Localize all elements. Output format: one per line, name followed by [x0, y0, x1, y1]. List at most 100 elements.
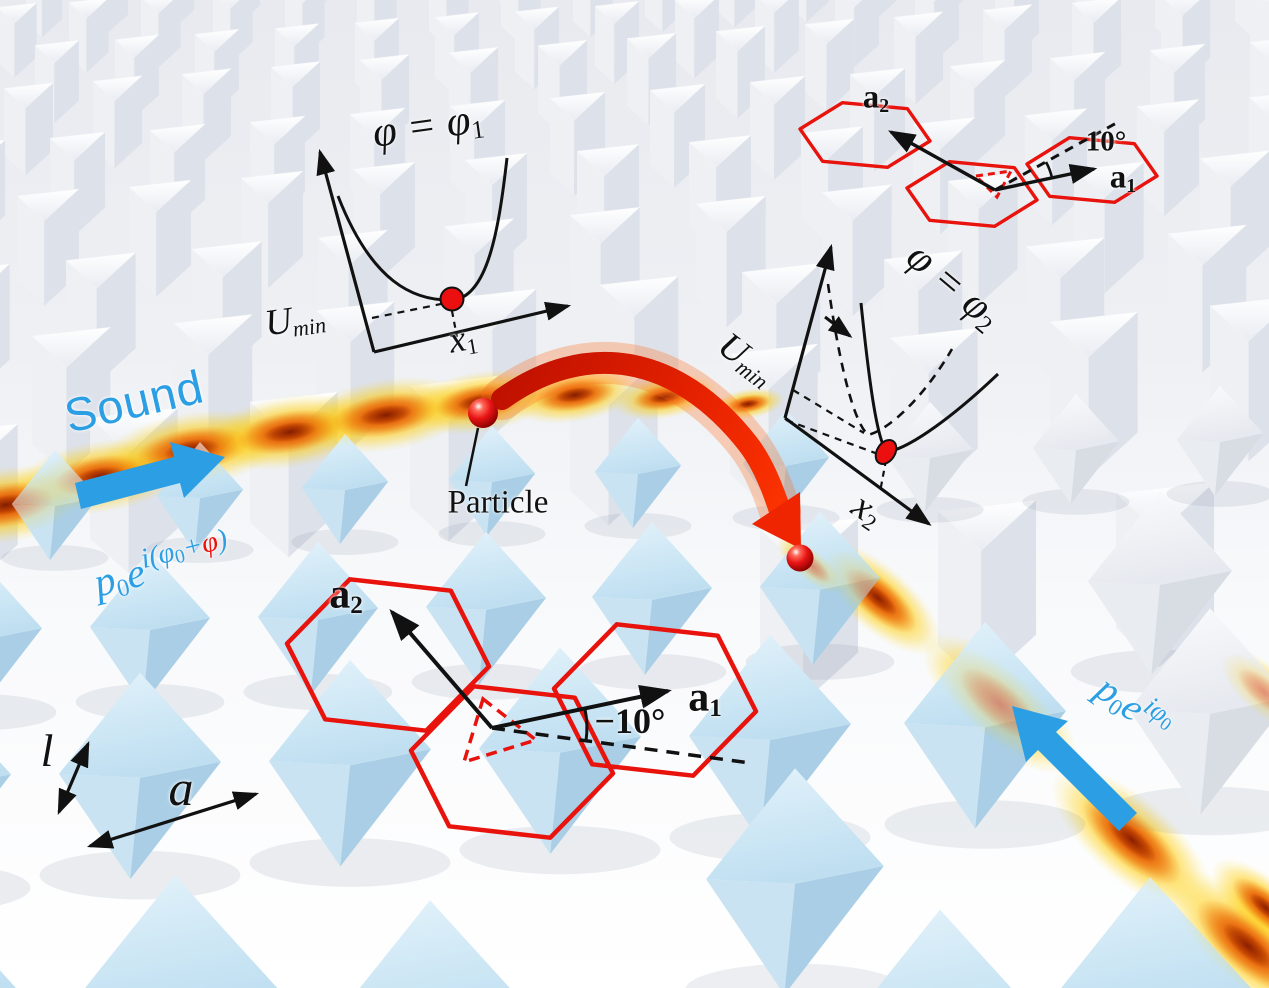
particle-sphere-2: [786, 544, 814, 572]
dimension-arrows: [57, 741, 260, 849]
vector-a1-label-center: a1: [688, 677, 722, 722]
lattice-pyramid: [85, 875, 278, 988]
inset-potential-2: [783, 243, 1000, 526]
inset1-u-sub: min: [291, 312, 328, 342]
inset2-x-axis: [784, 416, 932, 526]
dim-l-arrow: [57, 741, 90, 815]
hop-arrow-head: [752, 492, 801, 549]
gray-pillar: [92, 75, 143, 169]
formula-exp-open: i(φ: [137, 535, 178, 576]
hexagon-lattice-outline-top: [798, 100, 1159, 229]
inset1-eq: =: [403, 101, 440, 152]
gray-pillar: [1136, 99, 1200, 217]
vector-a1-arrow: [491, 685, 672, 730]
a2c-base: a: [329, 571, 351, 618]
inset1-minimum-dot: [439, 286, 465, 312]
vector-a1-label-top: a1: [1110, 161, 1136, 196]
hexagon-cell: [284, 577, 492, 733]
lattice-pyramid: [0, 581, 57, 730]
lattice-pyramid: [1166, 385, 1269, 507]
lattice-pyramid: [577, 521, 727, 690]
beam-hotspot: [824, 549, 932, 647]
hexagon-cell: [551, 622, 759, 778]
angle-label-center: −10°: [594, 701, 666, 741]
inset1-umin-label: Umin: [262, 297, 328, 345]
a1c-sub: 1: [709, 695, 722, 723]
inset1-u: U: [262, 300, 295, 345]
hexagon-lattice-outline: [284, 577, 759, 840]
gray-pillar: [0, 2, 38, 78]
lattice-pyramid: [243, 541, 393, 710]
unit-cell-overlay-center: [284, 577, 759, 840]
reference-dashed-line-top: [994, 119, 1121, 192]
angle-arc: [583, 708, 589, 742]
vector-a2-label-center: a2: [329, 574, 363, 619]
dim-a-arrow: [86, 791, 260, 849]
a2t-base: a: [862, 79, 880, 116]
lattice-pyramid: [0, 970, 16, 988]
sound-arrow-right: [1012, 706, 1137, 831]
gray-pillar: [68, 0, 109, 73]
gray-pillar: [804, 18, 855, 112]
lattice-pyramid: [359, 900, 510, 988]
inset2-guide-2: [785, 418, 879, 456]
a2c-sub: 2: [350, 592, 363, 620]
lattice-pyramid: [411, 531, 561, 700]
beam-hotspot: [1176, 880, 1269, 988]
particle-label: Particle: [447, 484, 549, 521]
lattice-pyramid: [249, 660, 451, 887]
lattice-pyramid: [877, 909, 1012, 988]
lattice-pyramid: [1022, 393, 1130, 515]
angle-arc-top: [1044, 161, 1054, 179]
beam-hotspot: [1219, 865, 1269, 951]
inset2-minimum-dot: [874, 438, 898, 466]
particle-pointer-line: [464, 427, 480, 487]
inset2-y-axis: [783, 243, 835, 419]
particle-transport: [464, 341, 814, 572]
inset2-guide-3: [878, 459, 888, 493]
gray-pillar: [821, 184, 893, 316]
hexagon-cell: [1025, 135, 1159, 205]
inset1-y-axis: [316, 148, 376, 353]
gray-pillar: [3, 82, 54, 176]
gray-pillar: [0, 139, 6, 221]
inset1-phi1: φ: [443, 96, 474, 147]
inset2-guide-1: [792, 389, 865, 434]
vector-a2-label-top: a2: [863, 81, 889, 116]
blue-pyramid-field: [0, 385, 1269, 988]
vector-a2-arrow-top: [888, 130, 996, 192]
lattice-pyramid: [0, 762, 31, 906]
hexagon-cell: [798, 100, 932, 170]
sound-arrow-left: [75, 442, 225, 509]
lattice-pyramid: [1061, 877, 1251, 988]
a1t-base: a: [1109, 159, 1127, 196]
lattice-pyramid: [39, 672, 241, 900]
gray-pillar: [0, 263, 11, 369]
inset1-x-axis: [373, 301, 572, 354]
dim-l-label: l: [40, 725, 54, 776]
a1c-base: a: [688, 674, 710, 721]
hop-arrow-shaft: [491, 351, 791, 522]
vector-a1-arrow-top: [994, 163, 1098, 192]
lattice-pyramid: [584, 417, 692, 539]
a1t-sub: 1: [1126, 174, 1137, 197]
gray-pillar: [128, 179, 192, 297]
dim-a-label: a: [168, 760, 194, 816]
a2t-sub: 2: [879, 94, 890, 117]
angle-label-top: 10°: [1085, 125, 1127, 158]
incident-sound-arrows: [75, 442, 1137, 831]
vector-a2-arrow: [389, 608, 494, 730]
lattice-pyramid: [685, 768, 905, 988]
hexagon-cell: [905, 159, 1039, 229]
hexagon-cell: [408, 684, 616, 840]
particle-sphere-1: [468, 398, 498, 428]
inset2-potential-curve-old: [826, 283, 954, 437]
inset2-shift-arrow: [824, 315, 853, 338]
inset-potential-1: [316, 148, 572, 354]
inset1-x-guide: [450, 310, 459, 338]
gray-pillar: [674, 0, 719, 79]
dashed-triangle-marker-top: [972, 169, 1014, 200]
inset1-phi: φ: [369, 106, 400, 157]
